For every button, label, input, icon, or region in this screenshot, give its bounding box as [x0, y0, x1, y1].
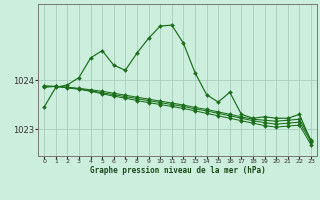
- X-axis label: Graphe pression niveau de la mer (hPa): Graphe pression niveau de la mer (hPa): [90, 166, 266, 175]
